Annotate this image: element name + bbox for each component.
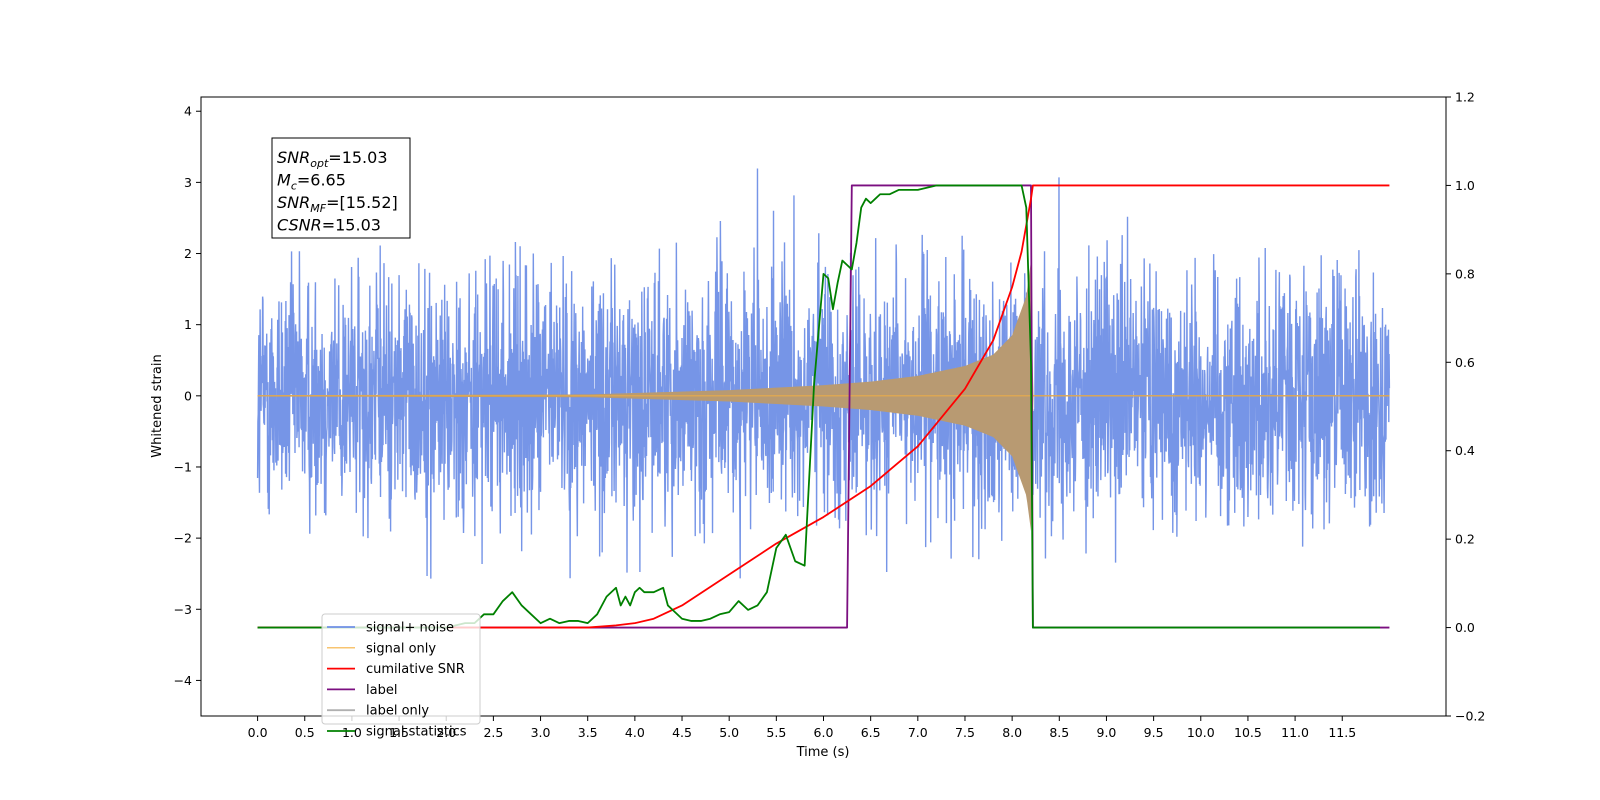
annotation-line: Mc=6.65 (277, 171, 346, 193)
x-tick-label: 0.5 (295, 725, 315, 740)
y-left-tick-label: 1 (184, 317, 192, 332)
y-right-tick-label: 0.0 (1455, 620, 1475, 635)
x-tick-label: 3.5 (578, 725, 598, 740)
y-left-tick-label: −2 (174, 531, 192, 546)
y-right-tick-label: 0.8 (1455, 266, 1475, 281)
annotation-box: SNRopt=15.03Mc=6.65SNRMF=[15.52]CSNR=15.… (271, 137, 411, 239)
y-right-tick-label: 1.2 (1455, 90, 1475, 105)
y-right-tick-label: 1.0 (1455, 178, 1475, 193)
legend-entry: label only (366, 704, 429, 719)
legend-entry: signal statistics (366, 725, 467, 740)
y-left-tick-label: 4 (184, 104, 192, 119)
legend-entry: label (366, 683, 397, 698)
x-tick-label: 7.0 (908, 725, 928, 740)
annotation-line: CSNR=15.03 (277, 216, 381, 235)
x-tick-label: 6.5 (861, 725, 881, 740)
x-tick-label: 10.5 (1234, 725, 1262, 740)
x-tick-label: 5.5 (766, 725, 786, 740)
y-left-tick-label: −4 (174, 673, 192, 688)
legend: signal+ noise signal only cumilative SNR la… (321, 613, 481, 740)
y-right-tick-label: −0.2 (1455, 709, 1485, 724)
series-layer (256, 168, 1391, 629)
x-tick-label: 4.0 (625, 725, 645, 740)
x-tick-label: 2.5 (483, 725, 503, 740)
x-tick-label: 1.5 (389, 725, 409, 740)
x-tick-label: 5.0 (719, 725, 739, 740)
x-tick-label: 8.0 (1002, 725, 1022, 740)
y-axis-left: −4 −3 −2 −1 0 1 2 3 4 (174, 104, 201, 688)
legend-entry: signal only (366, 641, 436, 656)
x-tick-label: 9.0 (1097, 725, 1117, 740)
x-tick-label: 11.0 (1281, 725, 1309, 740)
annotation-line: SNRMF=[15.52] (277, 193, 398, 215)
annotation-frame (271, 137, 411, 239)
x-axis-label: Time (s) (796, 745, 850, 760)
y-left-tick-label: 0 (184, 388, 192, 403)
y-left-tick-label: −3 (174, 602, 192, 617)
series-signal-noise (256, 168, 1391, 579)
x-tick-label: 11.5 (1328, 725, 1356, 740)
y-left-tick-label: 3 (184, 175, 192, 190)
y-right-tick-label: 0.2 (1455, 532, 1475, 547)
y-left-tick-label: −1 (174, 459, 192, 474)
x-tick-label: 2.0 (436, 725, 456, 740)
y-axis-right: −0.2 0.0 0.2 0.4 0.6 0.8 1.0 1.2 (1446, 90, 1485, 724)
x-tick-label: 7.5 (955, 725, 975, 740)
y-right-tick-label: 0.4 (1455, 443, 1475, 458)
series-signal-statistics (257, 184, 1380, 629)
x-tick-label: 8.5 (1049, 725, 1069, 740)
x-tick-label: 1.0 (342, 725, 362, 740)
x-tick-label: 10.0 (1187, 725, 1215, 740)
annotation-line: SNRopt=15.03 (277, 148, 388, 170)
series-cumulative-snr (257, 184, 1390, 629)
y-right-tick-label: 0.6 (1455, 355, 1475, 370)
y-axis-left-label: Whitened strain (150, 354, 165, 457)
legend-entry: signal+ noise (366, 621, 454, 636)
x-tick-label: 3.0 (531, 725, 551, 740)
x-tick-label: 0.0 (248, 725, 268, 740)
legend-frame (321, 613, 481, 725)
x-tick-label: 6.0 (814, 725, 834, 740)
x-tick-label: 4.5 (672, 725, 692, 740)
x-axis: 0.0 0.5 1.0 1.5 2.0 2.5 3.0 3.5 4.0 4.5 5.0 5.5 6.0 6… (248, 716, 1356, 740)
legend-entry: cumilative SNR (366, 662, 465, 677)
x-tick-label: 9.5 (1144, 725, 1164, 740)
y-left-tick-label: 2 (184, 246, 192, 261)
